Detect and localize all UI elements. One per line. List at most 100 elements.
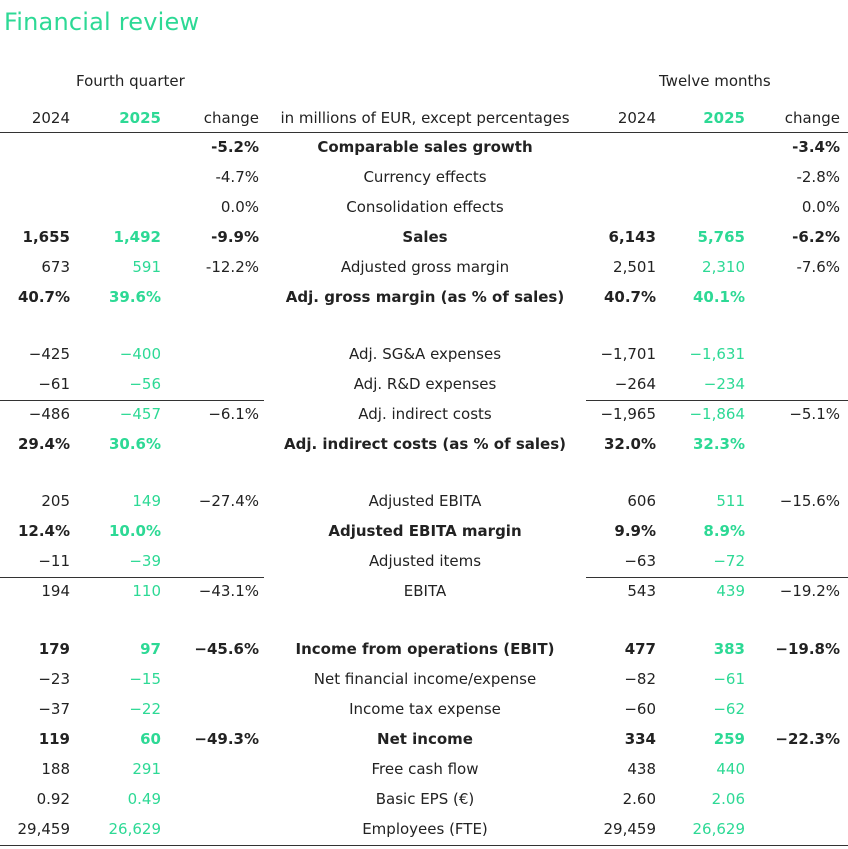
cell-q-change: −6.1% — [208, 405, 259, 423]
row-label: Consolidation effects — [346, 198, 504, 216]
row-label: Adjusted gross margin — [340, 258, 510, 276]
row-label: Adj. SG&A expenses — [348, 345, 502, 363]
cell-y-change: -7.6% — [796, 258, 840, 276]
cell-y-2024: 543 — [627, 582, 656, 600]
cell-y-2024: −1,965 — [600, 405, 656, 423]
cell-y-2024: 438 — [627, 760, 656, 778]
cell-q-2025: 149 — [132, 492, 161, 510]
cell-y-change: -6.2% — [792, 228, 840, 246]
col-q-change: change — [203, 109, 259, 127]
cell-q-2025: −15 — [129, 670, 161, 688]
row-label: Sales — [402, 228, 448, 246]
col-label: in millions of EUR, except percentages — [280, 109, 570, 127]
cell-y-2024: −63 — [624, 552, 656, 570]
column-header-row: 2024 2025 change in millions of EUR, exc… — [0, 106, 848, 130]
row-label: Net financial income/expense — [313, 670, 537, 688]
cell-y-2025: 40.1% — [692, 288, 745, 306]
table-row: 205 149 −27.4% Adjusted EBITA 606 511 −15.6% — [0, 489, 848, 519]
cell-q-2024: 12.4% — [17, 522, 70, 540]
group-header-fourth-quarter: Fourth quarter — [76, 72, 185, 90]
cell-q-2024: 179 — [38, 640, 70, 658]
col-y-2024: 2024 — [617, 109, 656, 127]
table-row: 194 110 −43.1% EBITA 543 439 −19.2% — [0, 579, 848, 609]
cell-q-2025: −400 — [119, 345, 161, 363]
cell-q-2025: 1,492 — [113, 228, 161, 246]
cell-q-2025: 30.6% — [108, 435, 161, 453]
cell-y-change: −5.1% — [789, 405, 840, 423]
cell-q-2025: 39.6% — [108, 288, 161, 306]
cell-y-2025: 2.06 — [711, 790, 745, 808]
table-row: −37 −22 Income tax expense −60 −62 — [0, 697, 848, 727]
cell-q-2024: 29,459 — [17, 820, 71, 838]
cell-y-2025: 32.3% — [692, 435, 745, 453]
cell-q-2024: −11 — [38, 552, 70, 570]
table-row: 179 97 −45.6% Income from operations (EBIT)… — [0, 637, 848, 667]
row-label: Adjusted EBITA margin — [328, 522, 522, 540]
row-label: Adj. gross margin (as % of sales) — [285, 288, 565, 306]
col-q-2025: 2025 — [119, 109, 161, 127]
row-label: Basic EPS (€) — [375, 790, 475, 808]
cell-q-2025: 591 — [132, 258, 161, 276]
cell-y-2025: 5,765 — [697, 228, 745, 246]
cell-y-2024: 40.7% — [603, 288, 656, 306]
cell-y-2025: 440 — [716, 760, 745, 778]
row-label: Adj. indirect costs — [358, 405, 492, 423]
cell-q-2025: −56 — [129, 375, 161, 393]
row-label: Income from operations (EBIT) — [295, 640, 555, 658]
col-y-2025: 2025 — [703, 109, 745, 127]
row-label: Currency effects — [363, 168, 487, 186]
table-row: 29,459 26,629 Employees (FTE) 29,459 26,629 — [0, 817, 848, 847]
cell-q-2025: 97 — [140, 640, 161, 658]
cell-y-2024: −1,701 — [600, 345, 656, 363]
cell-y-2024: 477 — [624, 640, 656, 658]
cell-y-2025: −72 — [713, 552, 745, 570]
table-row: −23 −15 Net financial income/expense −82 −61 — [0, 667, 848, 697]
cell-y-2025: −61 — [713, 670, 745, 688]
cell-q-2024: −61 — [38, 375, 70, 393]
cell-y-2025: 2,310 — [702, 258, 745, 276]
row-label: Net income — [377, 730, 473, 748]
cell-y-2025: −1,631 — [689, 345, 745, 363]
cell-y-change: −22.3% — [775, 730, 840, 748]
table-row: 188 291 Free cash flow 438 440 — [0, 757, 848, 787]
cell-q-2025: 0.49 — [127, 790, 161, 808]
cell-y-2025: 259 — [713, 730, 745, 748]
cell-q-2024: −425 — [28, 345, 70, 363]
row-label: Adj. indirect costs (as % of sales) — [284, 435, 566, 453]
table-row: 673 591 -12.2% Adjusted gross margin 2,501 2,… — [0, 255, 848, 285]
cell-y-2025: 439 — [716, 582, 745, 600]
cell-y-change: −19.2% — [779, 582, 840, 600]
cell-y-2025: −1,864 — [689, 405, 745, 423]
cell-q-2025: 10.0% — [108, 522, 161, 540]
col-y-change: change — [784, 109, 840, 127]
cell-q-change: -12.2% — [205, 258, 259, 276]
table-row: 119 60 −49.3% Net income 334 259 −22.3% — [0, 727, 848, 757]
cell-y-2024: 606 — [627, 492, 656, 510]
cell-y-2024: −264 — [614, 375, 656, 393]
cell-q-change: −43.1% — [198, 582, 259, 600]
table-row: -4.7% Currency effects -2.8% — [0, 165, 848, 195]
table-row: −486 −457 −6.1% Adj. indirect costs −1,965 −1… — [0, 402, 848, 432]
cell-y-2024: 29,459 — [603, 820, 657, 838]
cell-q-2025: 26,629 — [108, 820, 162, 838]
cell-y-2025: 511 — [716, 492, 745, 510]
cell-y-2024: 9.9% — [614, 522, 656, 540]
cell-q-2024: 119 — [38, 730, 70, 748]
cell-q-change: -4.7% — [215, 168, 259, 186]
cell-q-change: −45.6% — [194, 640, 259, 658]
subtotal-divider-q-ebita — [0, 577, 264, 578]
cell-q-2025: 291 — [132, 760, 161, 778]
subtotal-divider-y-indirect — [586, 400, 848, 401]
row-label: Adj. R&D expenses — [353, 375, 497, 393]
cell-q-change: -5.2% — [211, 138, 259, 156]
row-label: EBITA — [403, 582, 447, 600]
cell-y-change: -3.4% — [792, 138, 840, 156]
cell-q-2024: 188 — [41, 760, 70, 778]
row-label: Free cash flow — [371, 760, 479, 778]
cell-y-2024: 2.60 — [622, 790, 656, 808]
row-label: Adjusted items — [368, 552, 482, 570]
table-row: 0.92 0.49 Basic EPS (€) 2.60 2.06 — [0, 787, 848, 817]
cell-y-2025: −62 — [713, 700, 745, 718]
cell-q-change: −49.3% — [194, 730, 259, 748]
cell-q-2024: −23 — [38, 670, 70, 688]
